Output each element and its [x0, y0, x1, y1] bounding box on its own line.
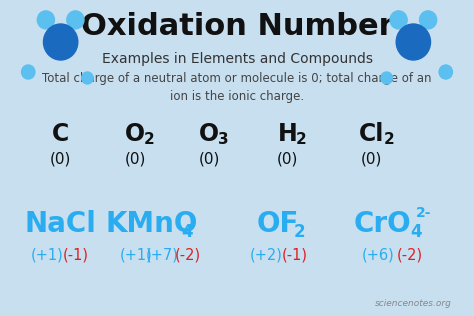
Circle shape — [439, 65, 453, 79]
Text: 4: 4 — [182, 223, 193, 241]
Circle shape — [381, 72, 392, 84]
Circle shape — [37, 11, 55, 29]
Text: O: O — [125, 122, 145, 146]
Text: (0): (0) — [50, 152, 71, 167]
Text: Oxidation Number: Oxidation Number — [81, 12, 393, 41]
Circle shape — [21, 65, 35, 79]
Text: (0): (0) — [199, 152, 220, 167]
Text: 2-: 2- — [416, 206, 432, 220]
Text: Examples in Elements and Compounds: Examples in Elements and Compounds — [101, 52, 373, 66]
Text: (-2): (-2) — [396, 248, 423, 263]
Text: NaCl: NaCl — [25, 210, 97, 238]
Text: 2: 2 — [294, 223, 306, 241]
Text: Cl: Cl — [359, 122, 384, 146]
Text: H: H — [278, 122, 297, 146]
Circle shape — [419, 11, 437, 29]
Circle shape — [396, 24, 430, 60]
Text: (+2): (+2) — [250, 248, 283, 263]
Text: (+1): (+1) — [119, 248, 152, 263]
Text: (+7): (+7) — [145, 248, 178, 263]
Circle shape — [82, 72, 93, 84]
Circle shape — [44, 24, 78, 60]
Text: 2: 2 — [144, 132, 155, 147]
Text: (0): (0) — [277, 152, 298, 167]
Text: (+6): (+6) — [362, 248, 394, 263]
Text: (0): (0) — [124, 152, 146, 167]
Text: C: C — [52, 122, 69, 146]
Text: (-1): (-1) — [282, 248, 308, 263]
Text: OF: OF — [257, 210, 299, 238]
Text: 4: 4 — [410, 223, 422, 241]
Text: CrO: CrO — [354, 210, 411, 238]
Text: Total charge of a neutral atom or molecule is 0; total charge of an
ion is the i: Total charge of a neutral atom or molecu… — [42, 72, 432, 103]
Circle shape — [67, 11, 84, 29]
Text: (-2): (-2) — [174, 248, 201, 263]
Text: O: O — [199, 122, 219, 146]
Text: (+1): (+1) — [31, 248, 64, 263]
Text: KMnO: KMnO — [106, 210, 198, 238]
Circle shape — [390, 11, 407, 29]
Text: 3: 3 — [218, 132, 228, 147]
Text: (-1): (-1) — [63, 248, 89, 263]
Text: (0): (0) — [361, 152, 382, 167]
Text: 2: 2 — [384, 132, 394, 147]
Text: 2: 2 — [296, 132, 307, 147]
Text: sciencenotes.org: sciencenotes.org — [374, 299, 452, 308]
